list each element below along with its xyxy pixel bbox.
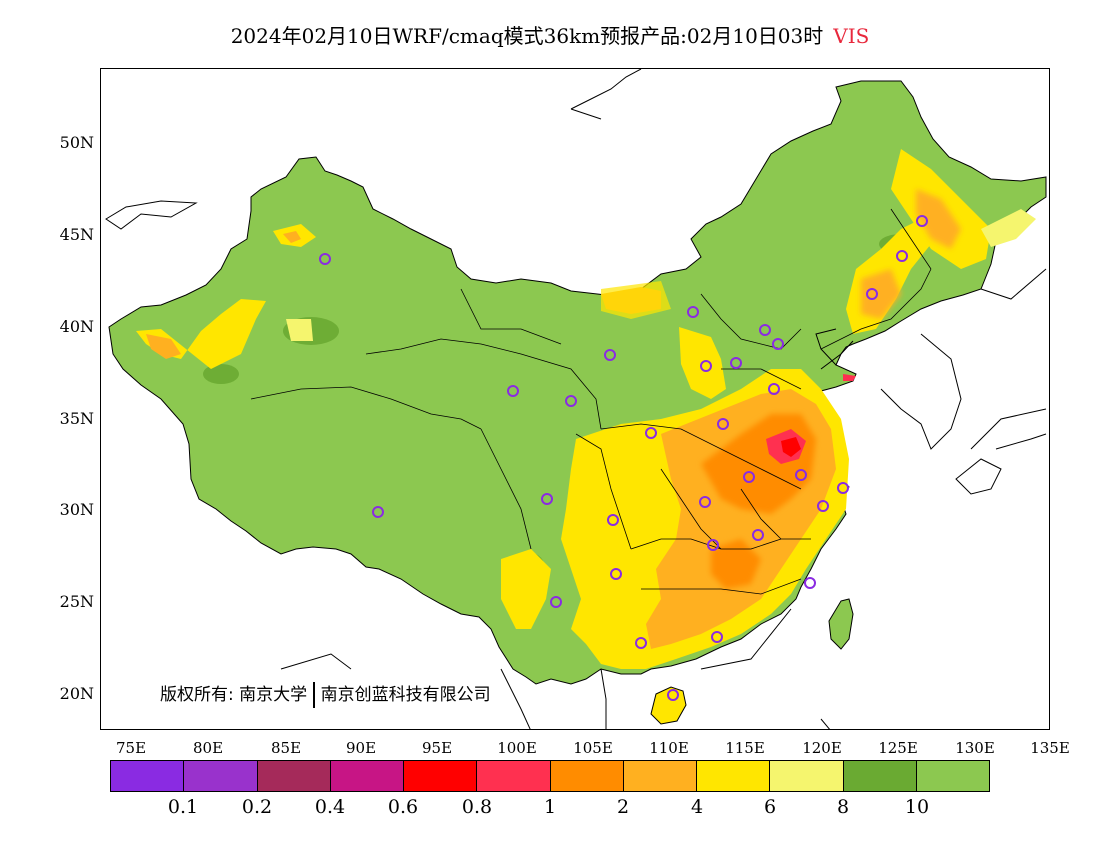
legend-tick: 0.6 — [387, 796, 419, 818]
lat-label-20n: 20N — [59, 684, 94, 703]
legend-swatch — [770, 761, 844, 791]
lon-label-85e: 85E — [270, 739, 302, 757]
lon-label-90e: 90E — [345, 739, 377, 757]
lon-label-125e: 125E — [878, 739, 918, 757]
legend-swatch — [697, 761, 771, 791]
legend-tick: 0.1 — [167, 796, 199, 818]
lon-label-95e: 95E — [421, 739, 453, 757]
lat-label-35n: 35N — [59, 409, 94, 428]
visibility-shading — [136, 149, 1036, 669]
copyright-notice: 版权所有: 南京大学 南京创蓝科技有限公司 — [160, 680, 491, 708]
lat-label-45n: 45N — [59, 225, 94, 244]
legend-swatch — [330, 761, 404, 791]
copyright-org2: 南京创蓝科技有限公司 — [320, 685, 491, 705]
legend-tick: 0.4 — [314, 796, 346, 818]
station-markers — [319, 215, 928, 701]
map-canvas — [105, 69, 1047, 729]
lon-label-75e: 75E — [115, 739, 147, 757]
lon-label-130e: 130E — [955, 739, 995, 757]
legend-tick: 4 — [690, 796, 704, 818]
legend-swatch — [184, 761, 258, 791]
legend-swatch — [550, 761, 624, 791]
title-main: 2024年02月10日WRF/cmaq模式36km预报产品:02月10日03时 — [230, 24, 824, 48]
legend-tick: 2 — [616, 796, 630, 818]
lon-label-115e: 115E — [725, 739, 765, 757]
lon-label-80e: 80E — [192, 739, 224, 757]
legend-swatch — [477, 761, 551, 791]
taiwan-island — [828, 598, 854, 650]
legend-tick: 10 — [904, 796, 930, 818]
copyright-org1: 南京大学 — [239, 685, 308, 705]
lon-label-110e: 110E — [649, 739, 689, 757]
lat-label-40n: 40N — [59, 317, 94, 336]
legend-tick: 8 — [836, 796, 850, 818]
legend-swatch — [257, 761, 331, 791]
legend-tick: 1 — [543, 796, 557, 818]
lat-label-50n: 50N — [59, 133, 94, 152]
legend-tick: 0.8 — [461, 796, 493, 818]
lat-label-25n: 25N — [59, 592, 94, 611]
copyright-separator — [313, 682, 315, 708]
map-title: 2024年02月10日WRF/cmaq模式36km预报产品:02月10日03时 V… — [0, 20, 1100, 49]
legend-tick: 6 — [763, 796, 777, 818]
lon-label-120e: 120E — [802, 739, 842, 757]
lon-label-135e: 135E — [1030, 739, 1070, 757]
legend-swatch — [404, 761, 478, 791]
province-boundaries — [250, 208, 932, 595]
legend-swatch — [843, 761, 917, 791]
copyright-prefix: 版权所有: — [160, 685, 234, 705]
coastlines — [105, 69, 1047, 729]
legend-tick: 0.2 — [241, 796, 273, 818]
legend-swatch — [916, 761, 989, 791]
lon-label-105e: 105E — [573, 739, 613, 757]
lat-label-30n: 30N — [59, 500, 94, 519]
legend-swatch — [111, 761, 185, 791]
legend-swatch — [623, 761, 697, 791]
title-variable: VIS — [833, 24, 870, 48]
legend-colorbar — [110, 760, 990, 792]
map-frame — [100, 68, 1050, 730]
lon-label-100e: 100E — [497, 739, 537, 757]
